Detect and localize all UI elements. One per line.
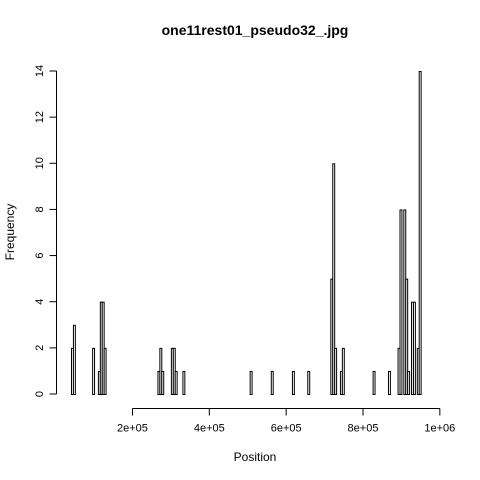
histogram-bar — [405, 278, 409, 396]
y-tick-label: 6 — [34, 253, 46, 259]
histogram-bar — [103, 347, 107, 395]
histogram-bar — [92, 347, 96, 395]
histogram-bar — [182, 370, 186, 395]
histogram-bar — [341, 347, 345, 395]
x-tick-label: 1e+06 — [424, 423, 455, 435]
y-tick-label: 10 — [34, 157, 46, 169]
y-tick-label: 2 — [34, 345, 46, 351]
y-tick-label: 14 — [34, 65, 46, 77]
histogram-bar — [418, 71, 422, 395]
y-tick-label: 0 — [34, 391, 46, 397]
histogram-bar — [307, 370, 311, 395]
x-axis-label: Position — [234, 450, 277, 464]
histogram-bar — [249, 370, 253, 395]
histogram-bar — [161, 370, 165, 395]
histogram-bar — [334, 347, 338, 395]
chart-title: one11rest01_pseudo32_.jpg — [162, 22, 349, 38]
histogram-bar — [332, 163, 336, 395]
x-tick-label: 2e+05 — [117, 423, 148, 435]
histogram-bar — [387, 370, 391, 395]
y-tick-label: 12 — [34, 111, 46, 123]
x-axis: 2e+05 4e+05 6e+05 8e+05 1e+06 — [117, 408, 455, 435]
y-axis: 0 2 4 6 8 10 12 14 — [34, 65, 57, 397]
y-tick-label: 8 — [34, 206, 46, 212]
histogram-bars — [71, 71, 422, 396]
histogram-bar — [407, 370, 411, 395]
y-tick-label: 4 — [34, 299, 46, 305]
histogram-bar — [372, 370, 376, 395]
y-axis-label: Frequency — [3, 204, 17, 261]
x-tick-label: 8e+05 — [348, 423, 379, 435]
histogram-bar — [72, 324, 76, 396]
histogram-bar — [174, 370, 178, 395]
histogram-bar — [412, 301, 416, 395]
x-tick-label: 6e+05 — [271, 423, 302, 435]
x-tick-label: 4e+05 — [194, 423, 225, 435]
histogram-bar — [270, 370, 274, 395]
histogram-bar — [291, 370, 295, 395]
histogram-bar — [399, 209, 403, 395]
